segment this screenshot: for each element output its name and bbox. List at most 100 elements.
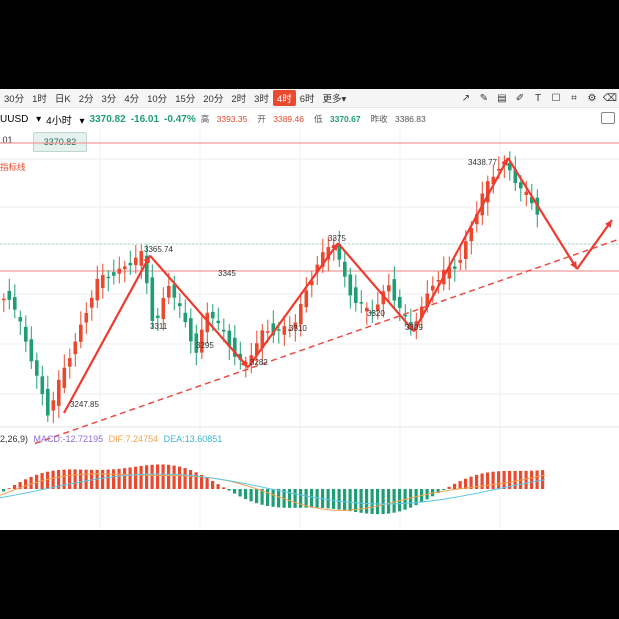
timeframe-1[interactable]: 1时 <box>32 94 47 105</box>
timeframe-6[interactable]: 10分 <box>147 94 168 105</box>
drawing-tools: ↗ ✎ ▤ ✐ T ☐ ⌗ ⚙ ⌫ <box>457 89 619 107</box>
candle-body-76 <box>420 306 424 318</box>
candle-body-57 <box>315 264 320 273</box>
macd-bar-33 <box>183 468 187 489</box>
brush-icon[interactable]: ✐ <box>515 92 525 104</box>
macd-bar-42 <box>233 489 237 494</box>
candle-body-42 <box>233 337 237 357</box>
dea-line <box>0 473 546 505</box>
quote-infobar: UUSD ▾ 4小时 ▾ 3370.82 -16.01 -0.47% 高 339… <box>0 110 436 128</box>
macd-bar-0 <box>2 489 6 492</box>
timeframe-5[interactable]: 4分 <box>124 94 140 105</box>
timeframe-7[interactable]: 15分 <box>175 94 196 105</box>
candle-body-55 <box>304 290 309 308</box>
candle-body-88 <box>486 181 490 203</box>
candle-body-58 <box>321 252 325 267</box>
macd-bar-26 <box>145 465 149 489</box>
eraser-icon[interactable]: ⌫ <box>602 92 618 104</box>
candle-body-11 <box>62 367 67 388</box>
timeframe-12[interactable]: 6时 <box>299 94 315 105</box>
macd-bar-23 <box>128 467 132 489</box>
timeframe-10[interactable]: 3时 <box>254 94 269 105</box>
timeframe-11[interactable]: 4时 <box>272 90 296 106</box>
macd-bar-1 <box>7 488 11 490</box>
price-chart[interactable]: 3247.85 3365.74 3311 3345 3295 3282 3310 3375 33… <box>0 89 619 530</box>
candle-body-22 <box>123 266 127 270</box>
macd-bar-11 <box>62 469 66 489</box>
annotation-label-3: 3345 <box>218 269 236 278</box>
low-label: 低 <box>313 114 323 124</box>
candle-body-93 <box>513 169 518 184</box>
candle-body-79 <box>436 280 441 282</box>
annotation-label-6: 3310 <box>289 324 307 333</box>
macd-bar-64 <box>354 489 358 513</box>
macd-bar-14 <box>79 469 83 489</box>
macd-bar-95 <box>524 470 528 489</box>
macd-bar-85 <box>469 476 473 489</box>
candle-body-39 <box>216 320 221 324</box>
projection-down-head <box>570 261 577 269</box>
pen-tool-icon[interactable]: ✎ <box>479 92 489 104</box>
macd-params: 2,26,9) <box>0 434 29 444</box>
candle-body-31 <box>172 284 177 298</box>
candle-body-82 <box>453 266 457 269</box>
timeframe-9[interactable]: 2时 <box>231 94 247 105</box>
macd-bar-27 <box>150 464 154 489</box>
open-value: 3389.46 <box>273 114 304 124</box>
gallery-icon[interactable]: ▤ <box>497 92 507 104</box>
candle-body-25 <box>139 251 144 266</box>
macd-bar-2 <box>13 485 17 489</box>
high-label: 高 <box>200 114 210 124</box>
macd-bar-5 <box>29 476 33 489</box>
wave-arrow-0 <box>63 255 151 414</box>
timeframe-8[interactable]: 20分 <box>203 94 224 105</box>
timeframe-4[interactable]: 3分 <box>101 94 117 105</box>
settings-icon[interactable]: ⚙ <box>587 92 597 104</box>
crop-icon[interactable]: ⌗ <box>571 92 577 104</box>
panel-toggle-icon[interactable] <box>601 112 615 124</box>
candle-body-63 <box>348 274 353 296</box>
text-tool-icon[interactable]: T <box>534 92 542 104</box>
candle-body-19 <box>106 276 111 279</box>
symbol-selector[interactable]: UUSD ▾ <box>0 113 42 125</box>
macd-bar-78 <box>431 489 435 497</box>
candle-body-92 <box>508 162 512 171</box>
macd-bar-9 <box>51 470 55 489</box>
annotation-label-7: 3375 <box>328 234 346 243</box>
macd-bar-19 <box>106 469 110 489</box>
candle-body-94 <box>519 182 523 189</box>
macd-bar-91 <box>502 471 506 489</box>
candle-body-49 <box>271 323 276 336</box>
period-label: 4小时 <box>46 115 72 127</box>
candle-body-46 <box>255 343 259 356</box>
price-input[interactable]: .01 <box>0 135 13 145</box>
macd-name: MACD: <box>33 434 63 444</box>
candle-body-67 <box>370 311 375 314</box>
projection-down-arrow <box>507 157 578 270</box>
candle-body-50 <box>277 329 281 331</box>
macd-bar-8 <box>46 471 50 489</box>
timeframe-toolbar: 30分 1时 日K 2分 3分 4分 10分 15分 20分 2时 3时 4时 6时 更多▾ <box>0 89 619 108</box>
candle-body-52 <box>288 329 292 331</box>
macd-bar-89 <box>491 471 495 489</box>
timeframe-2[interactable]: 日K <box>54 94 71 105</box>
checkbox-icon[interactable]: ☐ <box>551 92 561 104</box>
timeframe-3[interactable]: 2分 <box>78 94 94 105</box>
candle-body-56 <box>310 280 314 286</box>
candle-body-62 <box>343 261 347 277</box>
period-selector[interactable]: 4小时 ▾ <box>46 115 85 127</box>
wave-arrowhead-4 <box>406 323 414 332</box>
low-value: 3370.67 <box>329 114 361 124</box>
line-tool-icon[interactable]: ↗ <box>461 92 471 104</box>
macd-bar-55 <box>304 489 308 508</box>
timeframe-13[interactable]: 更多▾ <box>322 94 347 105</box>
macd-bar-96 <box>530 470 534 489</box>
candle-body-2 <box>13 297 17 310</box>
annotation-label-0: 3247.85 <box>70 400 99 409</box>
macd-bar-12 <box>68 469 72 489</box>
price-change-pct: -0.47% <box>164 113 196 125</box>
timeframe-0[interactable]: 30分 <box>4 94 25 105</box>
macd-bar-50 <box>277 489 281 508</box>
macd-bar-4 <box>24 479 28 489</box>
wave-arrowhead-2 <box>240 359 248 368</box>
